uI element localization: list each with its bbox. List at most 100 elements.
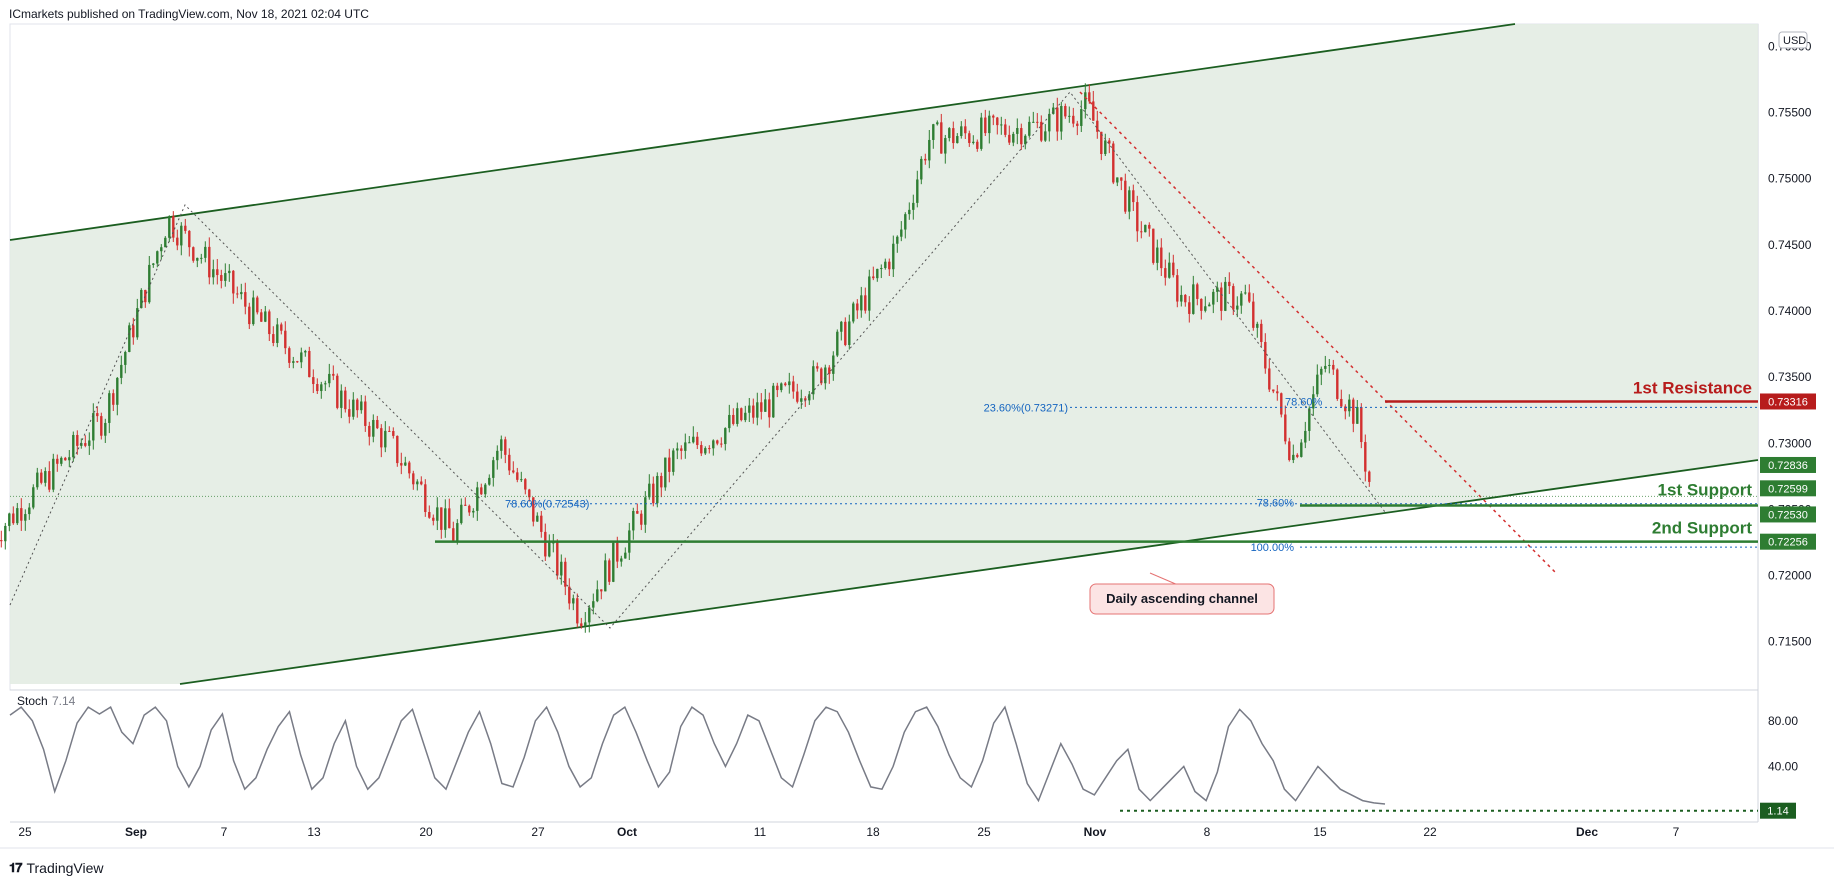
candle-body xyxy=(616,542,619,562)
candle-body xyxy=(92,413,95,441)
candle-body xyxy=(280,324,283,331)
candle-body xyxy=(1292,454,1295,461)
candle-body xyxy=(1324,365,1327,369)
candle-body xyxy=(452,528,455,542)
candle-body xyxy=(744,412,747,421)
candle-body xyxy=(100,416,103,436)
candle-body xyxy=(892,243,895,270)
candle-body xyxy=(1196,284,1199,299)
descending-trendline xyxy=(1079,91,1556,573)
candle-body xyxy=(1100,131,1103,155)
price-tick-label: 0.74500 xyxy=(1768,238,1812,252)
candle-body xyxy=(820,368,823,384)
price-tick-label: 0.75000 xyxy=(1768,172,1812,186)
channel-annotation-label: Daily ascending channel xyxy=(1106,591,1258,606)
candle-body xyxy=(1244,292,1247,294)
candle-body xyxy=(444,508,447,530)
time-tick-label: 11 xyxy=(754,825,767,839)
candle-body xyxy=(284,330,287,349)
candle-body xyxy=(48,471,51,490)
candle-body xyxy=(880,268,883,270)
candle-body xyxy=(140,289,143,309)
candle-body xyxy=(404,462,407,466)
candle-body xyxy=(1124,180,1127,212)
candle-body xyxy=(508,454,511,471)
candle-body xyxy=(868,276,871,311)
candle-body xyxy=(316,384,319,392)
candle-body xyxy=(380,428,383,448)
candle-body xyxy=(632,510,635,531)
candle-body xyxy=(88,440,91,446)
candle-body xyxy=(132,325,135,338)
candle-body xyxy=(240,292,243,295)
candle-body xyxy=(264,311,267,322)
candle-body xyxy=(504,439,507,455)
candle-body xyxy=(928,139,931,161)
candle-body xyxy=(1336,369,1339,399)
candle-body xyxy=(52,458,55,490)
candle-body xyxy=(936,122,939,125)
support-label: 1st Support xyxy=(1658,480,1753,499)
candle-body xyxy=(276,324,279,343)
candle-body xyxy=(1360,407,1363,443)
candle-body xyxy=(1348,399,1351,412)
candle-body xyxy=(252,297,255,325)
candle-body xyxy=(304,350,307,353)
candle-body xyxy=(544,531,547,557)
channel-lower-line xyxy=(179,459,1759,685)
candle-body xyxy=(1008,134,1011,143)
candle-body xyxy=(676,448,679,451)
candle-body xyxy=(228,270,231,274)
candle-body xyxy=(1152,228,1155,263)
candle-body xyxy=(596,589,599,602)
candle-body xyxy=(1252,301,1255,328)
candle-body xyxy=(204,246,207,258)
candle-body xyxy=(1268,368,1271,390)
candle-body xyxy=(188,230,191,248)
price-tag-label: 0.72599 xyxy=(1768,483,1808,495)
price-tag-bg xyxy=(1760,456,1816,473)
candle-body xyxy=(104,422,107,436)
candle-body xyxy=(1308,408,1311,431)
candle-body xyxy=(916,179,919,203)
fib-label: 23.60%(0.73271) xyxy=(984,402,1068,414)
candle-body xyxy=(360,401,363,411)
candle-body xyxy=(1320,368,1323,375)
price-tag-bg xyxy=(1760,533,1816,550)
candle-body xyxy=(1260,323,1263,342)
price-tick-label: 0.72000 xyxy=(1768,569,1812,583)
candle-body xyxy=(752,405,755,418)
candle-body xyxy=(1092,101,1095,121)
candle-body xyxy=(716,440,719,444)
currency-unit-label: USD xyxy=(1783,35,1806,47)
candle-body xyxy=(172,216,175,238)
candle-body xyxy=(1056,107,1059,132)
candle-body xyxy=(180,225,183,246)
candle-body xyxy=(864,295,867,311)
candle-body xyxy=(340,390,343,408)
candle-body xyxy=(336,375,339,408)
candle-body xyxy=(292,361,295,363)
candle-body xyxy=(116,377,119,405)
candle-body xyxy=(1180,294,1183,302)
candle-body xyxy=(724,428,727,445)
candle-body xyxy=(200,257,203,259)
candle-body xyxy=(124,351,127,365)
candle-body xyxy=(844,321,847,346)
tradingview-brand[interactable]: 𝟏𝟕 TradingView xyxy=(9,860,104,876)
candle-body xyxy=(972,141,975,143)
candle-body xyxy=(608,560,611,582)
candle-body xyxy=(836,331,839,356)
price-tag-label: 0.72256 xyxy=(1768,537,1808,549)
candles-group xyxy=(0,83,1371,633)
candle-body xyxy=(148,264,151,303)
candle-body xyxy=(1272,389,1275,392)
candle-body xyxy=(416,481,419,485)
price-tick-label: 0.73000 xyxy=(1768,436,1812,450)
candle-body xyxy=(996,117,999,126)
candle-body xyxy=(528,489,531,498)
candle-body xyxy=(160,247,163,252)
candle-body xyxy=(496,450,499,461)
candle-body xyxy=(1368,471,1371,482)
